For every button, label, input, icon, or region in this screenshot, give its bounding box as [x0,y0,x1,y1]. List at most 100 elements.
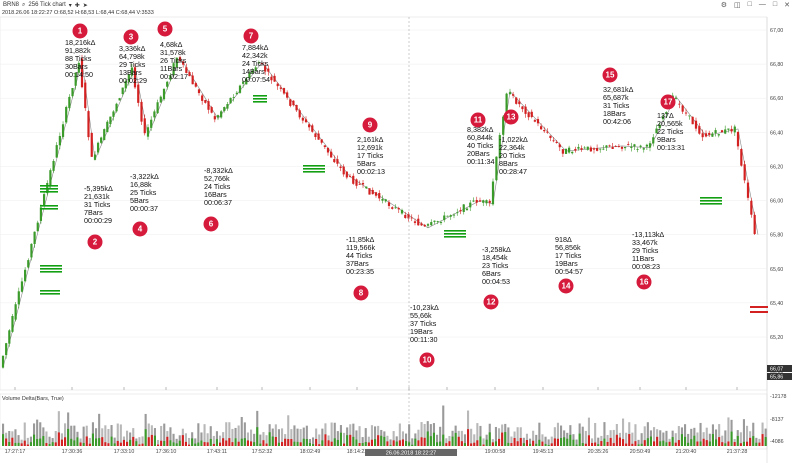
candle-body [381,198,384,201]
time-tick-label: 19:00:58 [485,449,506,455]
volume-bar [525,433,528,446]
wave-marker [419,352,435,368]
volume-levels [40,95,768,313]
candle-body [339,166,342,169]
volume-delta-bar [383,436,386,446]
candle-body [336,159,339,164]
wave-stat: 20,565k [657,119,683,128]
search-icon[interactable]: ⌕ [22,1,26,8]
crosshair-icon[interactable]: ✚ [74,2,80,9]
wave-stat: 88 Ticks [65,54,92,63]
candle-body [55,145,58,158]
volume-delta-bar [510,443,513,446]
level-bar [444,233,466,235]
volume-bar [742,419,745,446]
candle-body [93,154,97,160]
volume-delta-bar [513,437,516,446]
volume-delta-bar [401,439,404,446]
volume-delta-bar [253,442,256,446]
candle-body [397,207,400,210]
volume-bar [336,431,339,446]
price-tick-label: 65,40 [770,301,783,307]
volume-delta-bar [98,438,101,446]
volume-delta-bar [662,440,665,446]
wave-stat: 29 Ticks [632,246,659,255]
candle-body [137,84,140,103]
candle-body [232,97,235,98]
close-icon[interactable]: ✕ [784,2,790,9]
volume-bar [581,426,584,446]
volume-delta-bar [91,433,94,446]
candle-body [185,67,188,73]
candle-body [118,98,121,101]
wave-marker [636,274,652,290]
price-tick-label: 66,40 [770,130,783,136]
wave-stat: 37 Ticks [410,319,437,328]
volume-bar [302,427,305,446]
wave-stat: 4,68kΔ [160,40,183,49]
volume-delta-bar [240,438,243,446]
dropdown-icon[interactable]: ▾ [68,2,72,9]
volume-delta-bar [48,444,51,446]
last-price-tag [767,373,792,380]
candle-body [456,212,459,214]
volume-delta-bar [711,434,714,446]
volume-bar [476,423,479,446]
candle-body [469,202,472,208]
volume-bar [246,432,249,446]
symbol-label[interactable]: BRN8 [3,2,20,8]
candle-body [87,111,90,138]
volume-delta-bar [122,439,125,446]
volume-delta-bar [693,435,696,446]
volume-delta-bar [436,442,439,446]
minimize-icon[interactable]: — [758,1,766,8]
volume-bar [612,429,615,446]
candle-body [391,207,394,209]
wave-stat: 31,578k [160,48,186,57]
volume-bar [519,427,522,446]
candle-body [430,222,433,226]
wave-stat: 13Bars [119,68,142,77]
candle-body [530,111,533,117]
chart-type-label[interactable]: 256 Tick chart [28,2,66,8]
volume-bar [330,422,333,446]
wave-stat: 60,844k [467,133,493,142]
volume-delta-bar [643,440,646,446]
restore-icon[interactable]: □ [772,1,778,8]
candle-body [361,183,365,185]
wave-stat: 40 Ticks [467,141,494,150]
arrow-icon[interactable]: ➤ [82,2,88,9]
volume-delta-bar [54,442,57,446]
candle-body [333,159,336,163]
layout-icon[interactable]: ◫ [734,2,741,9]
wave-stat: 17 Ticks [357,151,384,160]
volume-bar [584,430,587,446]
wave-stat: 64,798k [119,52,145,61]
volume-bar [699,422,702,446]
camera-icon[interactable]: □ [747,1,752,8]
volume-bar [107,429,110,446]
settings-icon[interactable]: ⚙ [720,2,728,9]
volume-bar [64,423,67,446]
volume-bar [262,432,265,446]
volume-delta-bar [262,440,265,446]
candle-body [127,74,130,82]
volume-delta-bar [600,441,603,446]
candle-body [694,120,698,129]
volume-bar [184,433,187,446]
wave-stat: 42,342k [242,51,268,60]
volume-delta-bar [575,444,578,446]
volume-delta-bar [547,444,550,446]
candle-body [213,116,216,120]
volume-delta-bar [157,444,160,446]
wave-stat: 91,882k [65,46,91,55]
volume-delta-bar [587,435,590,446]
volume-bar [333,422,336,446]
volume-delta-bar [699,441,702,446]
volume-bar [442,405,445,446]
volume-delta-bar [73,440,76,446]
candle-body [226,104,229,109]
candle-body [8,330,11,344]
volume-delta-bar [153,435,156,446]
